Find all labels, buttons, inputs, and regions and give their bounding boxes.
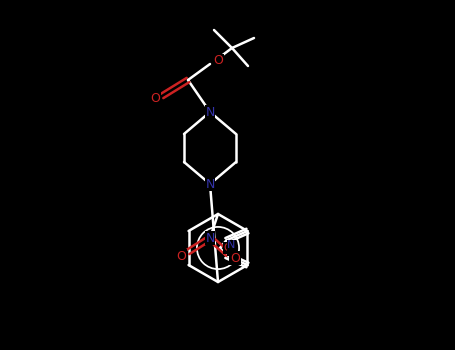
Text: O: O (223, 243, 233, 253)
Text: N: N (205, 177, 215, 190)
Text: N: N (205, 105, 215, 119)
Text: O: O (150, 92, 160, 105)
Text: N: N (227, 246, 236, 256)
Text: N: N (227, 240, 236, 250)
Text: O: O (230, 252, 240, 265)
Text: O: O (176, 250, 186, 262)
Text: N: N (205, 231, 215, 245)
Text: N: N (205, 177, 215, 190)
Text: O: O (213, 55, 223, 68)
